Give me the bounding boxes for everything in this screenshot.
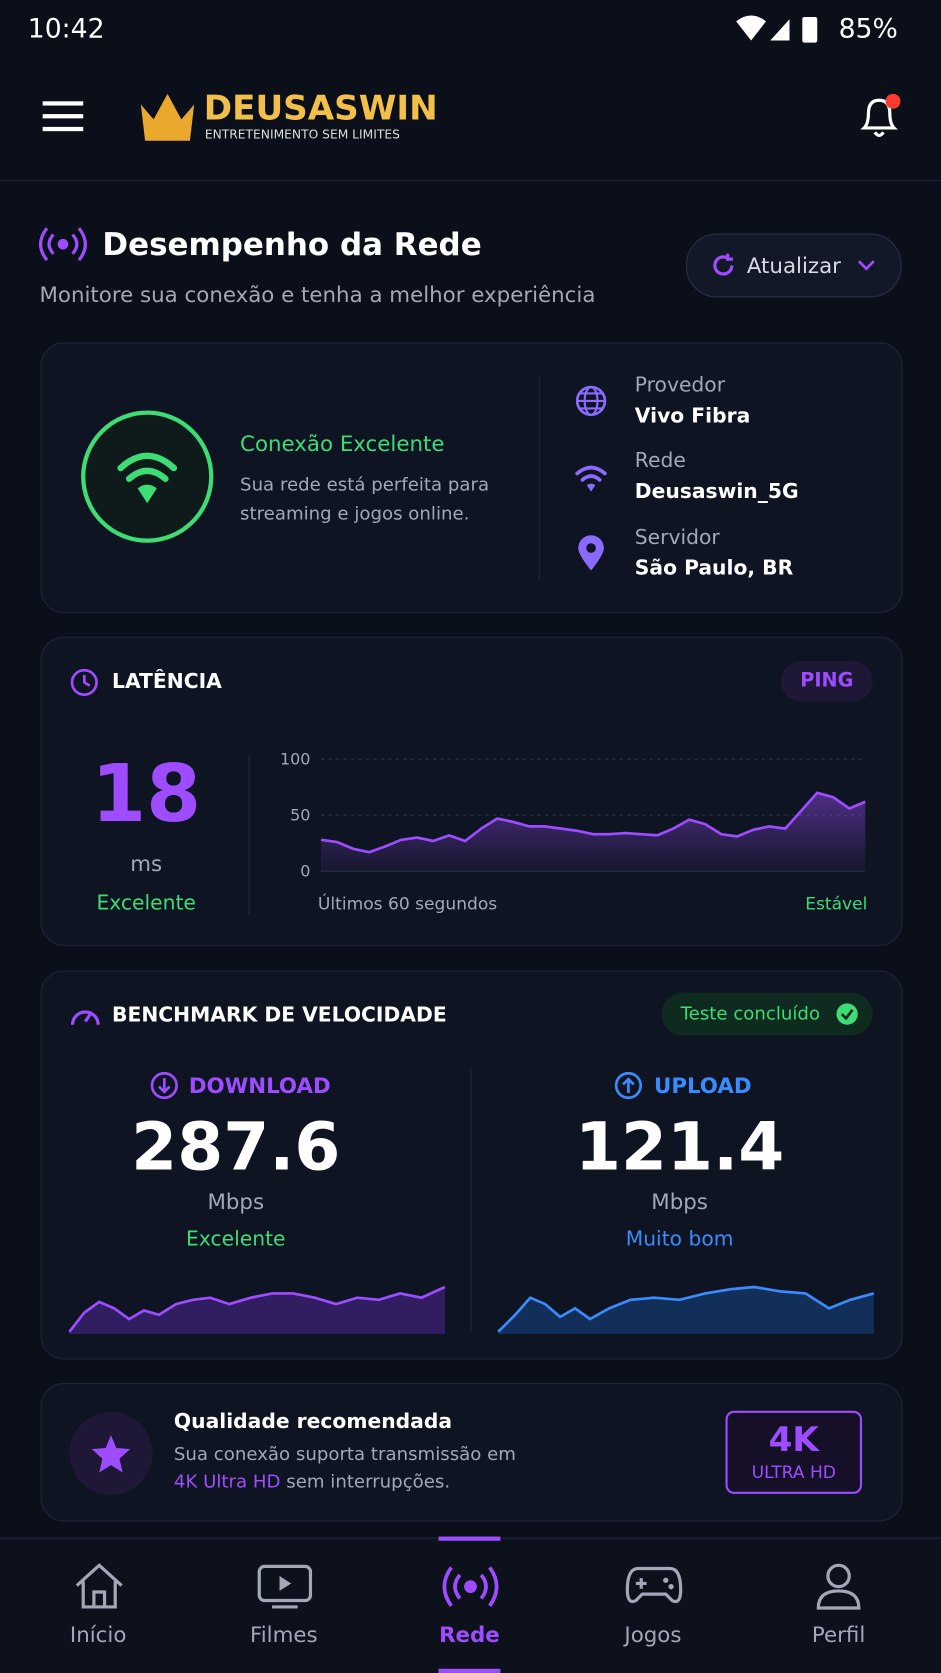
- ping-badge: PING: [780, 661, 873, 702]
- 4k-badge: 4K ULTRA HD: [725, 1410, 863, 1494]
- section-title: Desempenho da Rede: [102, 226, 482, 263]
- header-divider: [0, 180, 941, 182]
- quality-highlight: 4K Ultra HD: [173, 1471, 281, 1493]
- quality-text-after: sem interrupções.: [286, 1471, 451, 1493]
- chart-caption-left: Últimos 60 segundos: [317, 893, 498, 914]
- benchmark-title: BENCHMARK DE VELOCIDADE: [112, 1003, 447, 1027]
- download-icon: [150, 1071, 178, 1100]
- games-icon: [625, 1566, 683, 1604]
- latency-chart: 0 50 100: [280, 750, 866, 881]
- latency-line: [320, 791, 866, 854]
- latency-title: LATÊNCIA: [112, 669, 222, 694]
- brand-crown: [140, 93, 195, 141]
- latency-card: LATÊNCIA PING 18 ms Excelente 0 50 100 Últ…: [40, 636, 903, 946]
- y-tick-label: 50: [290, 806, 310, 825]
- upload-value: 121.4: [574, 1107, 785, 1186]
- connection-description: Sua rede está perfeita para streaming e …: [240, 474, 490, 525]
- network-label: Rede: [634, 448, 686, 473]
- upload-label: UPLOAD: [654, 1072, 752, 1099]
- provider: Vivo Fibra: [634, 404, 751, 428]
- brand: DEUSASWIN: [203, 87, 438, 128]
- upload-sparkline: [497, 1285, 875, 1334]
- home-icon: [75, 1563, 123, 1609]
- badge-big: 4K: [768, 1419, 819, 1460]
- status-battery: 85%: [838, 12, 898, 44]
- download-sparkline: [68, 1285, 446, 1334]
- globe-icon: [575, 385, 607, 417]
- star-icon: [69, 1411, 153, 1495]
- y-tick-label: 100: [280, 750, 311, 769]
- upload-icon: [614, 1071, 643, 1100]
- bottom-nav: Início Filmes Rede Jogos Perfil: [0, 1536, 941, 1673]
- wifi-icon: [575, 465, 607, 492]
- status-time: 10:42: [27, 12, 105, 44]
- server-label: Servidor: [634, 525, 720, 550]
- nav-item[interactable]: Perfil: [811, 1621, 866, 1648]
- nav-item[interactable]: Início: [69, 1621, 127, 1648]
- divider: [538, 375, 540, 581]
- latency-rating: Excelente: [96, 891, 196, 915]
- section-subtitle: Monitore sua conexão e tenha a melhor ex…: [39, 281, 596, 308]
- badge-small: ULTRA HD: [751, 1461, 836, 1483]
- nav-item[interactable]: Rede: [439, 1621, 500, 1648]
- divider: [248, 754, 250, 915]
- status-icons: [736, 15, 818, 43]
- latency-value: 18: [91, 748, 202, 841]
- notification-button[interactable]: [858, 93, 901, 141]
- nav-item[interactable]: Jogos: [624, 1621, 682, 1648]
- active-indicator: [438, 1536, 501, 1541]
- connection-status: Conexão Excelente: [240, 430, 445, 457]
- menu-button[interactable]: [42, 101, 86, 133]
- nav-item[interactable]: Filmes: [249, 1621, 318, 1648]
- latency-area: [321, 792, 866, 872]
- latency-unit: ms: [130, 850, 163, 877]
- quality-title: Qualidade recomendada: [173, 1409, 453, 1434]
- movies-icon: [257, 1564, 313, 1609]
- upload-rating: Muito bom: [625, 1227, 734, 1251]
- provider-label: Provedor: [634, 373, 726, 397]
- clock-icon: [70, 668, 98, 697]
- active-indicator: [438, 1668, 501, 1673]
- network: Deusaswin_5G: [634, 479, 799, 504]
- chart-caption-right: Estável: [805, 893, 868, 914]
- benchmark-card: BENCHMARK DE VELOCIDADE Teste concluído …: [40, 970, 903, 1360]
- download-rating: Excelente: [186, 1227, 286, 1251]
- status-badge: Teste concluído: [661, 992, 873, 1036]
- refresh-label: Atualizar: [746, 252, 841, 279]
- quality-text: Sua conexão suporta transmissão em: [173, 1443, 516, 1466]
- download-value: 287.6: [131, 1107, 341, 1186]
- refresh-button[interactable]: Atualizar: [686, 233, 902, 298]
- network-nav-icon: [442, 1566, 499, 1607]
- divider: [470, 1069, 472, 1332]
- download-label: DOWNLOAD: [188, 1072, 331, 1099]
- tagline: ENTRETENIMENTO SEM LIMITES: [204, 126, 400, 142]
- network-icon: [38, 227, 87, 262]
- server: São Paulo, BR: [634, 556, 794, 581]
- upload-unit: Mbps: [651, 1188, 708, 1215]
- status-text: Teste concluído: [680, 1003, 821, 1025]
- quality-card: Qualidade recomendada Sua conexão suport…: [40, 1382, 903, 1522]
- location-icon: [578, 535, 604, 571]
- connection-card: Conexão Excelente Sua rede está perfeita…: [40, 342, 903, 614]
- profile-icon: [816, 1563, 861, 1610]
- download-unit: Mbps: [207, 1188, 265, 1215]
- quality-text-line: 4K Ultra HD sem interrupções.: [174, 1471, 450, 1492]
- gauge-icon: [70, 1010, 100, 1025]
- y-tick-label: 0: [300, 862, 310, 881]
- wifi-status-icon: [81, 410, 214, 543]
